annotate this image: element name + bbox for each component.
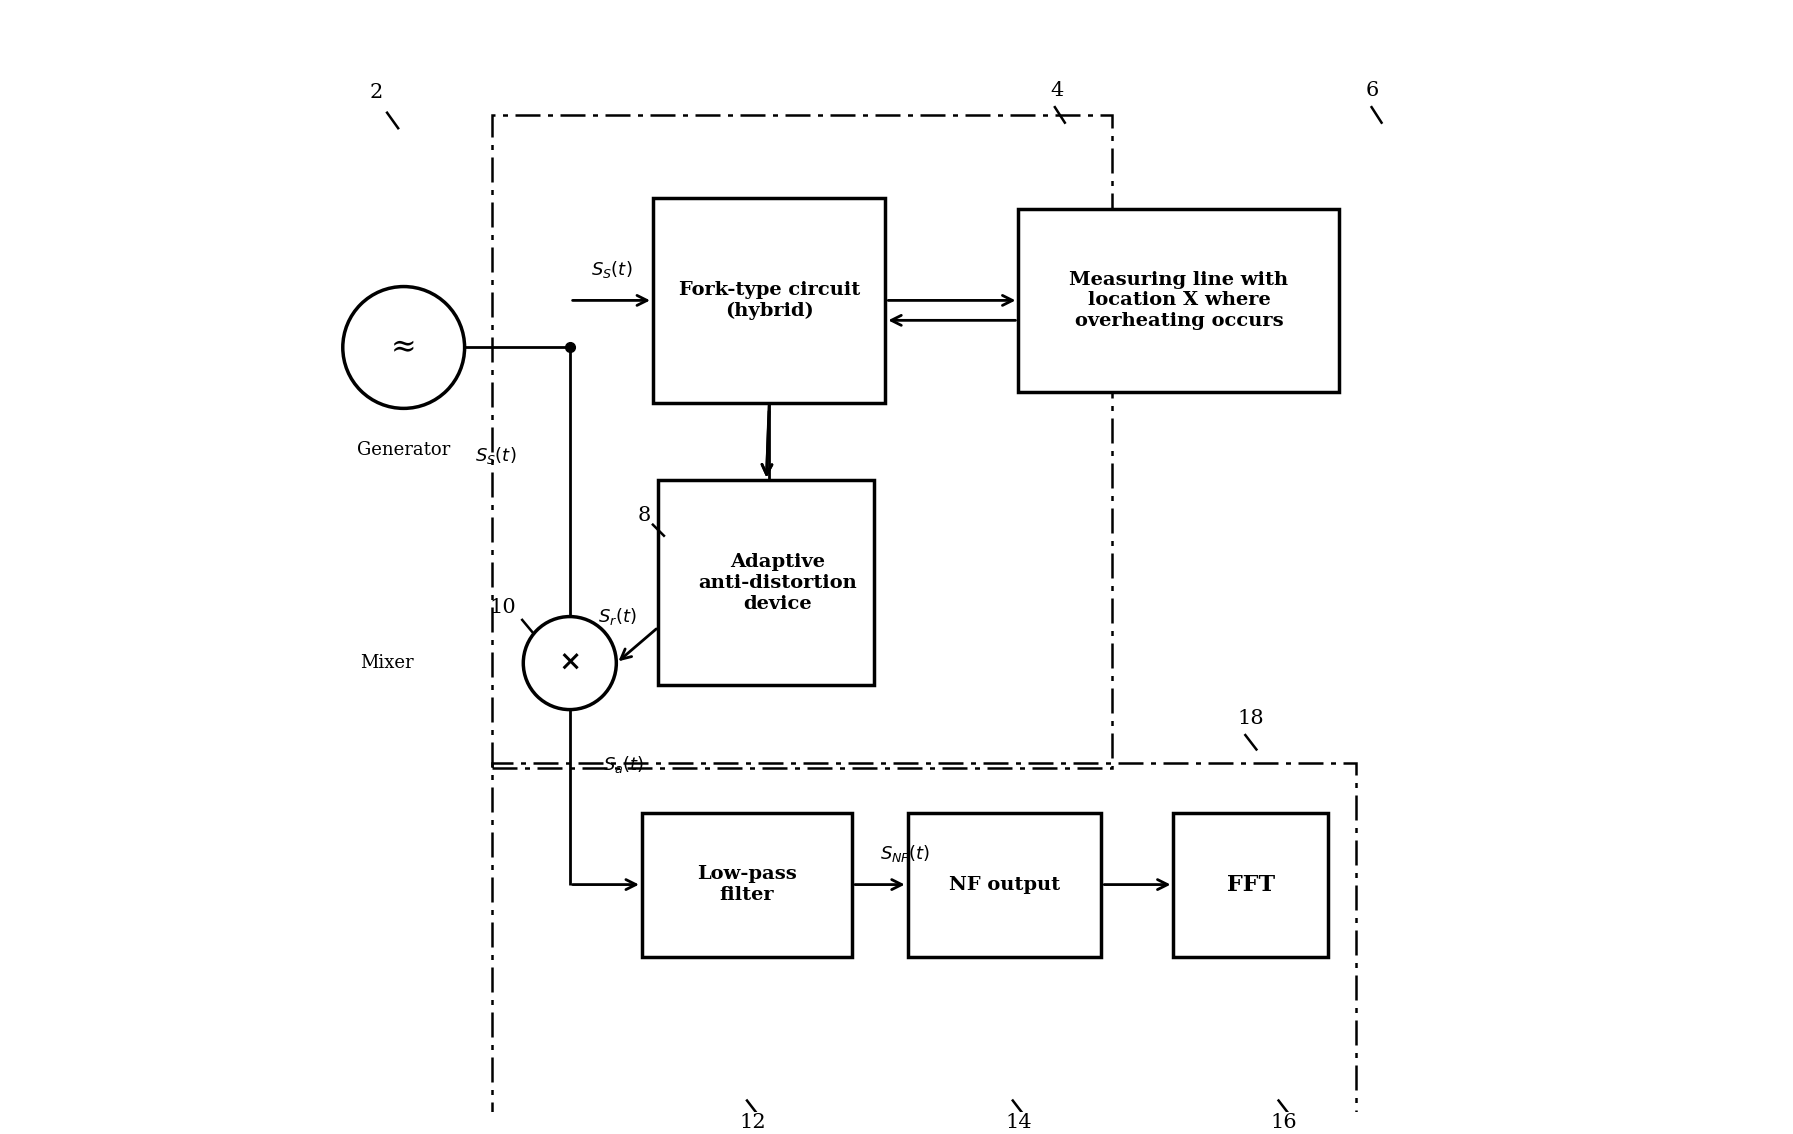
Bar (493, 763, 1356, 1134)
Text: 6: 6 (1366, 81, 1379, 100)
Text: 16: 16 (1271, 1114, 1298, 1132)
Bar (642, 813, 852, 957)
Text: Adaptive
anti-distortion
device: Adaptive anti-distortion device (697, 553, 857, 612)
Text: Fork-type circuit
(hybrid): Fork-type circuit (hybrid) (678, 281, 861, 320)
Bar (1018, 209, 1339, 391)
Text: Mixer: Mixer (360, 654, 414, 672)
Bar (653, 198, 886, 403)
Bar (1173, 813, 1329, 957)
Text: NF output: NF output (948, 875, 1060, 894)
Text: $S_{NF}(t)$: $S_{NF}(t)$ (880, 843, 931, 864)
Text: Measuring line with
location X where
overheating occurs: Measuring line with location X where ove… (1069, 271, 1289, 330)
Bar (907, 813, 1101, 957)
Bar (493, 115, 1112, 769)
Text: 10: 10 (489, 599, 516, 617)
Text: 18: 18 (1237, 709, 1264, 728)
Text: 4: 4 (1051, 81, 1063, 100)
Text: $S_r(t)$: $S_r(t)$ (597, 606, 637, 626)
Text: ≈: ≈ (391, 332, 416, 363)
Text: $S_S(t)$: $S_S(t)$ (475, 445, 516, 466)
Text: $S_a(t)$: $S_a(t)$ (602, 754, 644, 776)
Text: 12: 12 (739, 1114, 766, 1132)
Text: FFT: FFT (1226, 873, 1275, 896)
Text: Low-pass
filter: Low-pass filter (697, 865, 796, 904)
Bar (658, 481, 875, 685)
Text: 2: 2 (369, 83, 382, 102)
Text: 8: 8 (637, 506, 651, 525)
Text: Generator: Generator (357, 441, 450, 459)
Text: $S_S(t)$: $S_S(t)$ (590, 259, 633, 280)
Text: 14: 14 (1006, 1114, 1031, 1132)
Text: ×: × (558, 650, 581, 677)
